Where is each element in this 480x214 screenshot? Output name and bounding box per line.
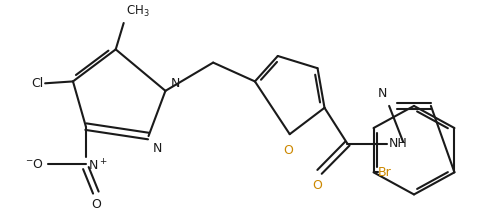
Text: Br: Br — [377, 166, 390, 179]
Text: O: O — [312, 179, 322, 192]
Text: Cl: Cl — [31, 77, 43, 90]
Text: NH: NH — [388, 137, 407, 150]
Text: $^{-}$O: $^{-}$O — [25, 158, 44, 171]
Text: N: N — [170, 77, 180, 90]
Text: N$^+$: N$^+$ — [88, 159, 107, 174]
Text: CH$_3$: CH$_3$ — [125, 4, 149, 19]
Text: N: N — [377, 87, 386, 100]
Text: O: O — [91, 198, 101, 211]
Text: O: O — [282, 144, 292, 157]
Text: N: N — [152, 142, 162, 155]
